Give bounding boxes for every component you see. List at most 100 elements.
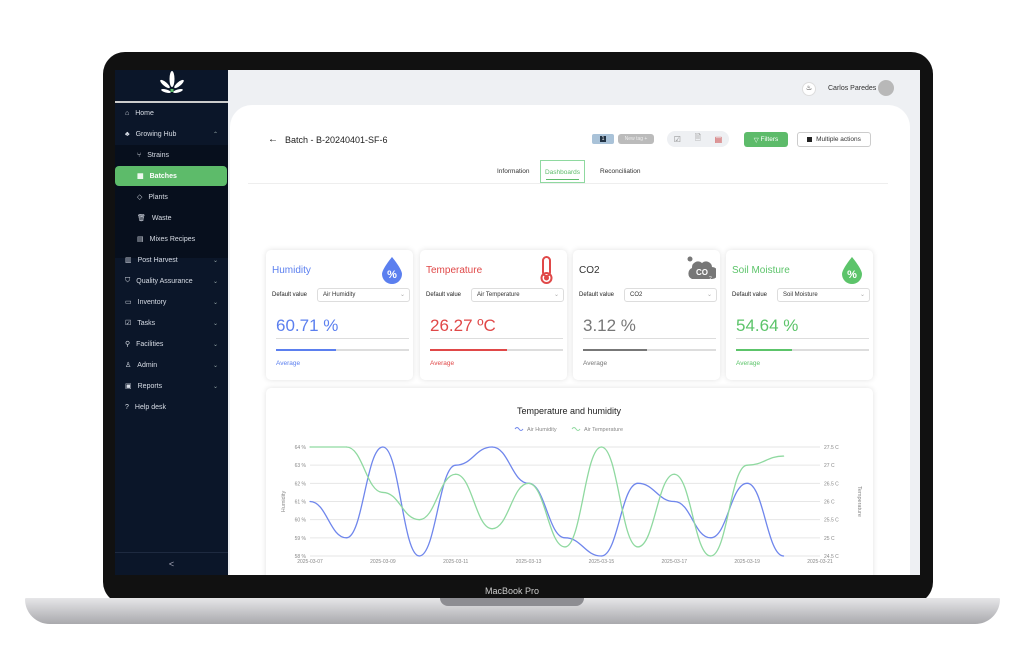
tab-dashboards[interactable]: Dashboards [540,160,585,183]
document-icon[interactable]: 🗎 [694,133,702,142]
sidebar-item-label: Strains [147,151,169,159]
chevron-down-icon: ⌄ [212,383,218,390]
divider [583,338,716,339]
multiple-actions-button[interactable]: Multiple actions [797,132,871,147]
data-point [455,464,457,466]
y-tick-label: 59 % [295,536,307,542]
temperature-select[interactable]: Air Temperature ⌄ [471,288,564,302]
tab-reconciliation[interactable]: Reconciliation [600,168,641,175]
soil-drop-percent-icon: % [839,256,865,284]
sidebar-item-growing-hub[interactable]: ♣ Growing Hub ⌃ [115,124,228,144]
default-value-label: Default value [732,292,768,298]
data-point [746,464,748,466]
chevron-down-icon: ⌄ [212,278,218,285]
collapse-sidebar-button[interactable]: < [115,552,228,575]
sidebar-item-reports[interactable]: ▣ Reports ⌄ [115,376,228,396]
card-title: CO2 [579,265,600,276]
chevron-up-icon: ⌃ [212,131,218,138]
sidebar-item-quality-assurance[interactable]: ⛉ Quality Assurance ⌄ [115,271,228,291]
svg-text:%: % [847,269,857,281]
x-tick-label: 2025-03-11 [443,559,468,565]
sidebar-item-label: Facilities [136,340,164,348]
divider [430,338,563,339]
y2-tick-label: 26 C [824,500,835,506]
sidebar-item-plants[interactable]: ◇ Plants [115,187,228,207]
legend-label[interactable]: Air Temperature [584,427,623,433]
default-value-label: Default value [272,292,308,298]
data-point [382,491,384,494]
sidebar-item-label: Help desk [134,403,167,411]
new-tag-button[interactable]: New tag + [618,134,654,144]
folder-icon: ▭ [125,299,132,306]
y2-tick-label: 26.5 C [824,481,839,487]
data-point [673,500,675,503]
data-point [600,555,603,557]
chevron-down-icon: ⌄ [212,257,218,264]
progress-bar [430,349,563,351]
sidebar-item-help-desk[interactable]: ? Help desk [115,397,228,417]
filters-button[interactable]: ▽ Filters [744,132,788,147]
humidity-select[interactable]: Air Humidity ⌄ [317,288,410,302]
chevron-down-icon: ⌄ [212,362,218,369]
svg-text:CO: CO [696,268,708,277]
data-point [637,482,639,484]
co2-cloud-icon: CO 2 [686,256,718,284]
tab-information[interactable]: Information [497,168,530,175]
divider [276,338,409,339]
sidebar-item-label: Post Harvest [137,256,178,264]
laptop-notch [440,598,584,606]
avatar[interactable] [878,80,894,96]
key-icon: ⚲ [125,341,131,348]
select-value: CO2 [630,292,643,298]
data-point [710,555,712,557]
sidebar-item-label: Growing Hub [135,130,177,138]
sidebar-item-tasks[interactable]: ☑ Tasks ⌄ [115,313,228,333]
sidebar-item-waste[interactable]: 🗑 Waste [115,208,228,228]
sidebar-item-label: Admin [137,361,158,369]
card-value: 54.64 % [736,316,799,335]
x-tick-label: 2025-03-09 [370,559,396,565]
sidebar-item-label: Reports [137,382,163,390]
help-icon: ? [125,403,129,411]
sidebar-item-home[interactable]: ⌂ Home [115,103,228,123]
soil-moisture-select[interactable]: Soil Moisture ⌄ [777,288,870,302]
sidebar: ⌂ Home ♣ Growing Hub ⌃ ⑂ Strains ▦ Batches ◇ Plant… [115,70,228,575]
co2-card: CO2 CO 2 Default value CO2 ⌄ 3.12 % Averag… [573,250,720,380]
action-icons-group: ☑ 🗎 ▤ [667,131,729,147]
pdf-icon[interactable]: ▤ [714,134,723,144]
sidebar-item-batches[interactable]: ▦ Batches [115,166,227,186]
bell-icon[interactable]: ♨ [802,82,816,96]
square-icon [807,137,813,142]
sidebar-item-admin[interactable]: ♙ Admin ⌄ [115,355,228,375]
trash-icon: 🗑 [137,215,146,222]
tabs-divider [248,183,888,184]
data-point [527,482,530,484]
page-title: Batch - B-20240401-SF-6 [285,135,388,145]
sidebar-item-label: Waste [151,214,172,222]
sidebar-item-post-harvest[interactable]: ▥ Post Harvest ⌄ [115,250,228,270]
co2-select[interactable]: CO2 ⌄ [624,288,717,302]
tag-badge[interactable]: 1 [592,134,614,144]
user-name[interactable]: Carlos Paredes [828,85,877,92]
average-label: Average [430,360,455,367]
back-arrow-icon[interactable]: ← [268,134,278,145]
progress-fill [276,349,336,351]
sidebar-item-mixes-recipes[interactable]: ▤ Mixes Recipes [115,229,228,249]
legend-label[interactable]: Air Humidity [527,427,557,433]
sidebar-item-strains[interactable]: ⑂ Strains [115,145,228,165]
tag-icon: ◇ [137,194,143,201]
sidebar-item-facilities[interactable]: ⚲ Facilities ⌄ [115,334,228,354]
shield-icon: ⛉ [125,277,131,284]
svg-text:%: % [387,269,397,281]
data-point [673,473,675,475]
checkbox-icon[interactable]: ☑ [673,134,681,144]
chevron-down-icon: ⌄ [212,299,218,306]
data-point [418,519,420,521]
average-label: Average [583,360,608,367]
data-point [637,546,639,548]
select-value: Soil Moisture [783,292,818,298]
user-icon: ♙ [125,362,132,369]
sidebar-item-inventory[interactable]: ▭ Inventory ⌄ [115,292,228,312]
tab-dashboards-label: Dashboards [544,169,581,176]
chevron-down-icon: ⌄ [212,320,218,327]
